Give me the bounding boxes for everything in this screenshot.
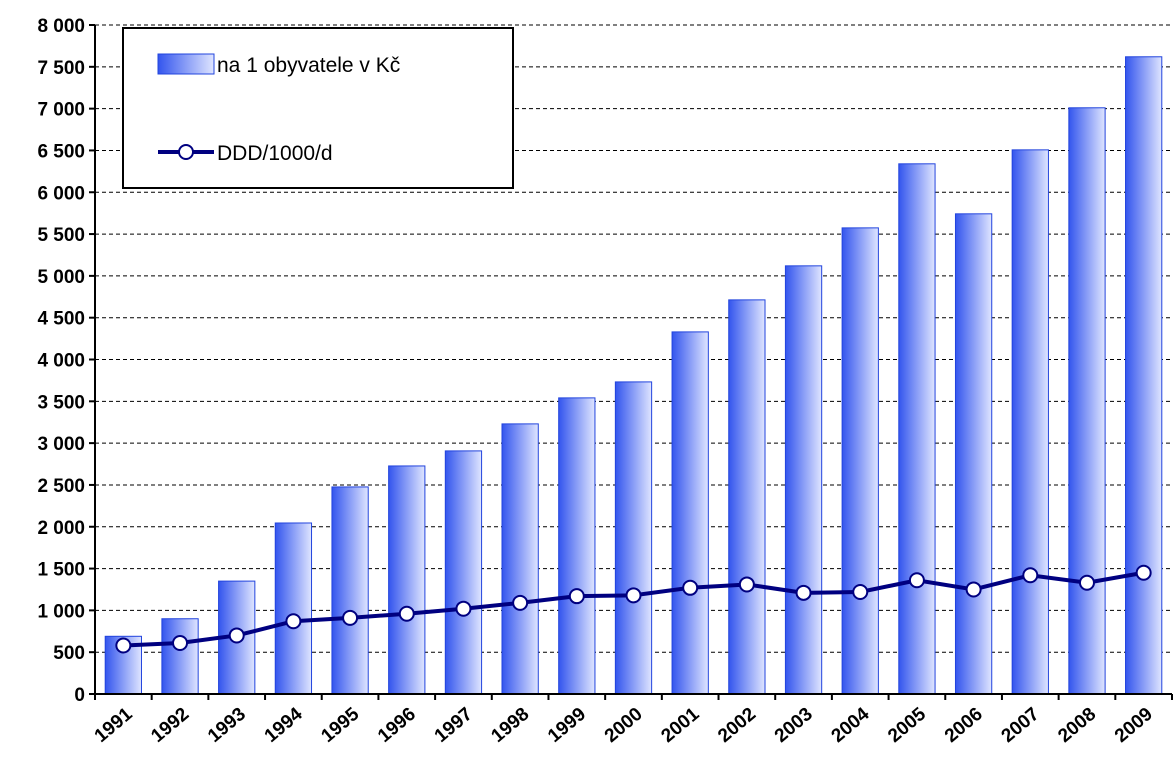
y-tick-label: 2 000: [37, 518, 85, 539]
marker: [795, 584, 812, 601]
marker: [398, 605, 415, 622]
marker: [908, 572, 925, 589]
y-tick-label: 2 500: [37, 476, 85, 497]
bar: [558, 397, 596, 695]
bar: [161, 618, 199, 695]
y-tick-label: 7 500: [37, 58, 85, 79]
marker: [1135, 564, 1152, 581]
marker: [625, 587, 642, 604]
bar: [898, 163, 936, 695]
x-tick-label: 1997: [431, 704, 477, 747]
y-tick-label: 7 000: [37, 100, 85, 121]
y-tick-label: 3 000: [37, 434, 85, 455]
x-tick-label: 1991: [91, 703, 137, 747]
marker: [965, 581, 982, 598]
x-tick-label: 1993: [204, 704, 250, 747]
marker: [1022, 567, 1039, 584]
y-tick-label: 4 500: [37, 309, 85, 330]
y-tick-label: 500: [53, 643, 85, 664]
marker: [1078, 574, 1095, 591]
marker: [228, 627, 245, 644]
marker: [738, 576, 755, 593]
y-tick-label: 1 000: [37, 601, 85, 622]
marker: [568, 588, 585, 605]
y-tick-label: 8 000: [37, 16, 85, 37]
bar: [1125, 56, 1163, 695]
x-tick-label: 2002: [714, 704, 760, 747]
bar: [728, 299, 766, 695]
bar: [444, 450, 483, 695]
legend-label: na 1 obyvatele v Kč: [217, 54, 400, 77]
y-tick-label: 5 500: [37, 225, 85, 246]
bar: [954, 213, 993, 695]
marker: [682, 579, 699, 596]
marker: [342, 609, 359, 626]
x-tick-label: 1996: [374, 704, 420, 747]
x-tick-label: 1995: [317, 703, 363, 747]
legend-marker: [178, 144, 194, 160]
y-tick-label: 3 500: [37, 392, 85, 413]
y-tick-label: 1 500: [37, 560, 85, 581]
bar: [274, 522, 313, 695]
x-tick-label: 2001: [658, 703, 704, 747]
marker: [512, 594, 529, 611]
y-tick-label: 6 500: [37, 141, 85, 162]
bar: [331, 486, 369, 695]
marker: [115, 637, 132, 654]
marker: [285, 613, 302, 630]
x-tick-label: 2009: [1111, 704, 1157, 747]
x-tick-label: 1992: [147, 704, 193, 747]
bar: [1068, 107, 1106, 695]
marker: [172, 634, 189, 651]
x-tick-label: 2004: [828, 703, 874, 747]
legend-swatch: [157, 53, 215, 75]
bar: [1011, 149, 1049, 695]
y-tick-label: 5 000: [37, 267, 85, 288]
y-tick-label: 4 000: [37, 351, 85, 372]
bar: [614, 381, 653, 695]
x-tick-label: 2007: [998, 704, 1044, 747]
marker: [852, 583, 869, 600]
x-tick-label: 2000: [601, 704, 647, 747]
x-tick-label: 2005: [884, 703, 930, 747]
x-tick-label: 2008: [1054, 704, 1100, 747]
y-tick-label: 6 000: [37, 183, 85, 204]
bar: [501, 423, 539, 695]
bar: [784, 265, 823, 695]
x-tick-label: 1999: [544, 704, 590, 747]
marker: [455, 600, 472, 617]
bar: [671, 331, 709, 695]
x-tick-label: 1998: [487, 704, 533, 747]
x-tick-label: 2006: [941, 704, 987, 747]
y-tick-label: 0: [74, 685, 85, 706]
legend-label: DDD/1000/d: [217, 142, 333, 165]
x-tick-label: 1994: [261, 703, 307, 747]
bar: [841, 227, 879, 695]
x-tick-label: 2003: [771, 704, 817, 747]
bar: [388, 465, 426, 695]
